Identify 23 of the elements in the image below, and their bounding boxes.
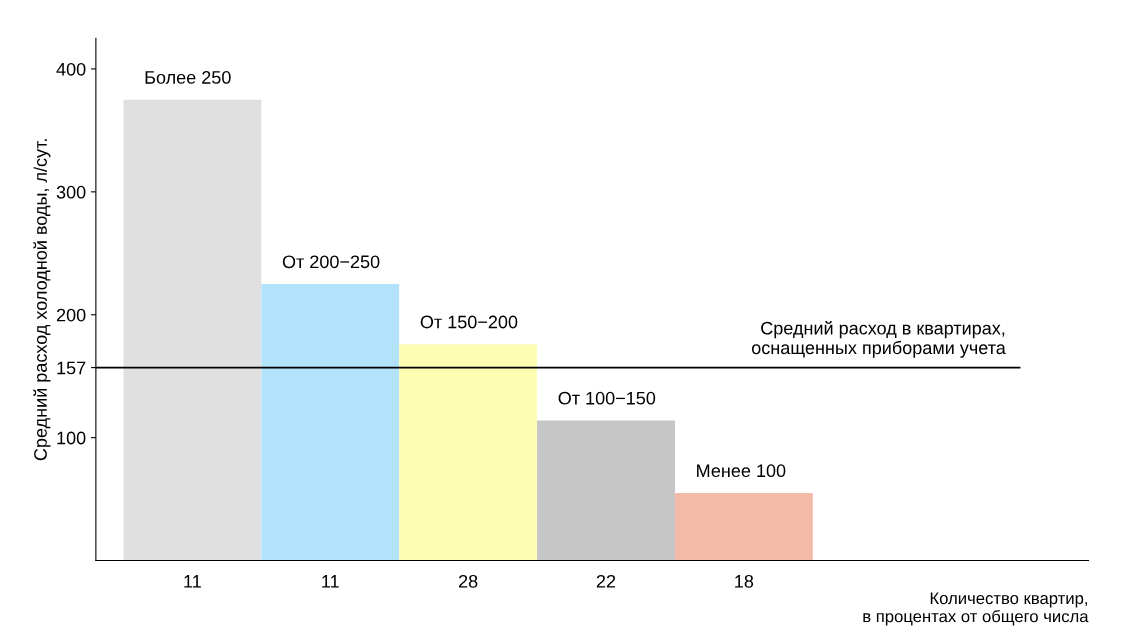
y-tick-label: 100 — [57, 431, 86, 445]
annotation: От 100−150 — [558, 391, 656, 405]
x-tick-label: 11 — [322, 575, 339, 588]
bar — [123, 99, 262, 561]
annotation: От 200−250 — [282, 255, 380, 269]
x-tick-label: 28 — [458, 574, 478, 588]
bar — [537, 420, 675, 561]
x-tick-label: 18 — [735, 574, 754, 588]
y-tick-label: 300 — [56, 185, 86, 199]
bar — [399, 344, 538, 561]
y-tick-label: 200 — [56, 308, 86, 322]
annotation: Менее 100 — [697, 464, 786, 478]
annotation: Более 250 — [145, 71, 231, 84]
bar — [674, 492, 813, 561]
x-tick-label: 22 — [596, 574, 616, 588]
annotation: От 150−200 — [420, 315, 518, 329]
ref-line-label: Средний расход в квартирах, оснащенных приборами учета — [751, 320, 1006, 358]
y-tick-label: 400 — [56, 62, 86, 76]
bar — [261, 284, 400, 561]
x-tick-label: 11 — [184, 575, 201, 588]
y-tick-label: 157 — [57, 361, 86, 375]
x-axis-title: Количество квартир, в процентах от общего числа — [863, 592, 1089, 626]
y-axis-title: Средний расход холодной воды, л/сут. — [33, 139, 51, 461]
